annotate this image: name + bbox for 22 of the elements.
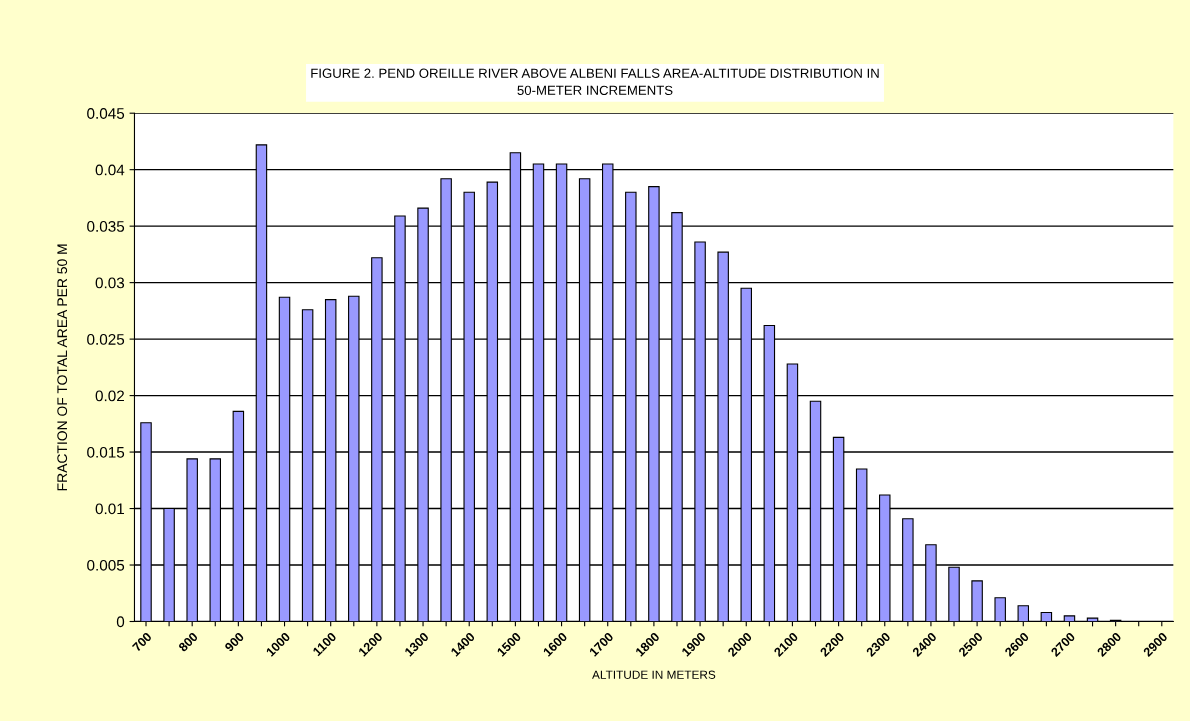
bar bbox=[994, 597, 1006, 622]
bar bbox=[1063, 615, 1076, 622]
y-tick-label: 0.03 bbox=[95, 277, 125, 289]
y-tick-label: 0.02 bbox=[95, 390, 124, 402]
y-tick-label: 0.045 bbox=[87, 108, 125, 119]
y-axis-title: FRACTION OF TOTAL AREA PER 50 M bbox=[57, 244, 68, 491]
chart-title: FIGURE 2. PEND OREILLE RIVER ABOVE ALBENI FALLS AREA-ALTITUDE DISTRIBUTION IN 50-METER INCREMENTS bbox=[311, 68, 879, 95]
bar bbox=[1017, 605, 1030, 622]
y-tick-label: 0.025 bbox=[87, 333, 125, 345]
y-tick-label: 0.015 bbox=[87, 446, 125, 458]
y-tick-label: 0 bbox=[116, 616, 125, 628]
x-tick-label: 900 bbox=[224, 631, 245, 653]
x-tick-label: 800 bbox=[177, 631, 199, 653]
x-tick-label: 700 bbox=[131, 631, 153, 653]
y-tick-label: 0.005 bbox=[87, 559, 125, 571]
x-axis-title: ALTITUDE IN METERS bbox=[592, 670, 716, 679]
y-tick-label: 0.04 bbox=[95, 164, 125, 176]
bar bbox=[971, 580, 983, 622]
bar bbox=[1040, 611, 1053, 622]
y-tick-label: 0.01 bbox=[95, 503, 125, 515]
bar bbox=[1086, 617, 1099, 622]
y-tick-label: 0.035 bbox=[87, 221, 125, 232]
